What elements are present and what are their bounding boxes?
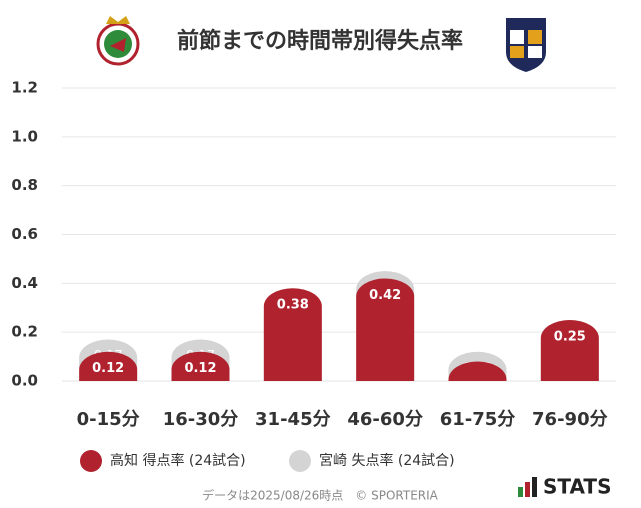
value-label: 0.12: [184, 361, 216, 376]
bar: [263, 288, 322, 381]
value-label: 0.12: [92, 361, 124, 376]
y-tick-label: 0.0: [11, 372, 38, 390]
y-tick-label: 1.0: [11, 127, 38, 145]
legend-label: 宮崎 失点率 (24試合): [319, 452, 455, 469]
y-tick-label: 0.6: [11, 225, 38, 243]
x-tick-label: 16-30分: [163, 409, 239, 430]
y-tick-label: 0.8: [11, 176, 38, 194]
y-tick-label: 0.4: [11, 274, 38, 292]
bar: [356, 278, 415, 381]
brand: STATS: [543, 475, 611, 499]
x-tick-label: 31-45分: [255, 409, 331, 430]
bar: [79, 351, 138, 381]
footer: データは2025/08/26時点 © SPORTERIA: [202, 488, 439, 503]
away-logo: [506, 18, 546, 72]
x-tick-label: 76-90分: [532, 409, 608, 430]
y-tick-label: 0.2: [11, 323, 38, 341]
y-tick-label: 1.2: [11, 79, 38, 97]
legend-marker: [289, 450, 311, 472]
home-logo: [96, 16, 140, 66]
legend-label: 高知 得点率 (24試合): [110, 452, 246, 469]
value-label: 0.42: [369, 288, 401, 303]
value-label: 0.38: [277, 298, 309, 313]
brand-logo: [518, 477, 537, 497]
x-tick-label: 46-60分: [347, 409, 423, 430]
bar: [540, 319, 599, 381]
x-tick-label: 61-75分: [440, 409, 516, 430]
x-tick-label: 0-15分: [77, 409, 140, 430]
chart-title: 前節までの時間帯別得失点率: [177, 28, 463, 54]
bar: [448, 361, 507, 381]
value-label: 0.25: [554, 329, 586, 344]
legend-marker: [80, 450, 102, 472]
bar: [171, 351, 230, 381]
